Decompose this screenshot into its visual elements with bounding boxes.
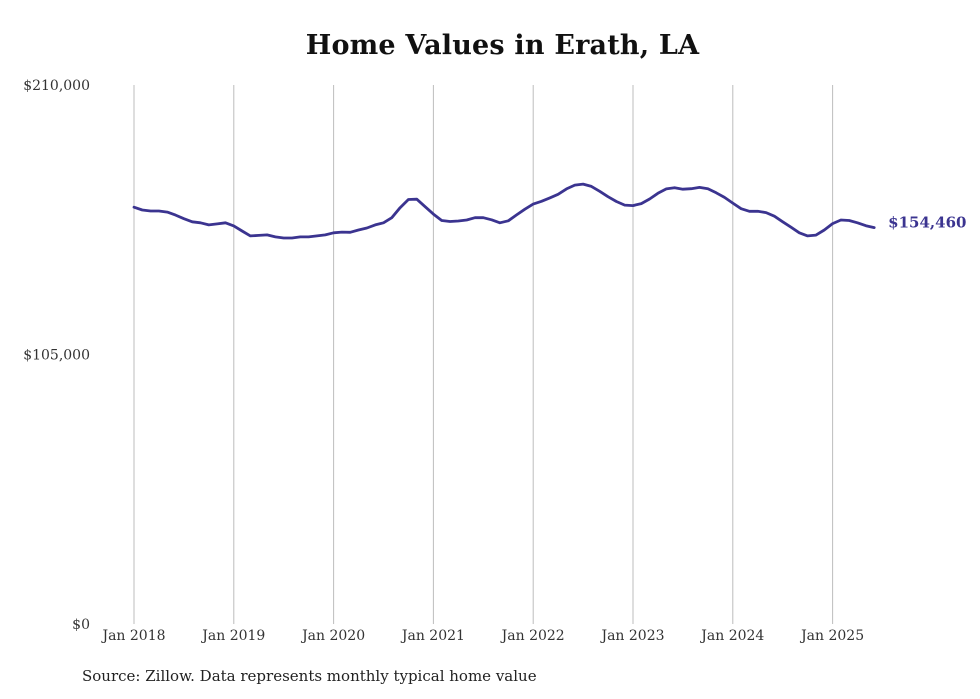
y-axis: $0 $105,000 $210,000: [23, 78, 90, 633]
y-tick-label: $105,000: [23, 348, 90, 364]
series-group: [132, 182, 876, 240]
end-value-label: $154,460: [888, 214, 966, 232]
x-tick-label: Jan 2018: [100, 628, 165, 644]
line-chart: $0$105,000$210,000 Jan 2018 Jan 2019 Jan 2…: [23, 78, 966, 644]
source-note: Source: Zillow. Data represents monthly …: [82, 667, 537, 685]
x-tick-label: Jan 2021: [400, 628, 465, 644]
y-tick-label: $0: [72, 617, 90, 633]
x-tick-label: Jan 2024: [699, 628, 764, 644]
x-tick-label: Jan 2023: [599, 628, 664, 644]
chart-title: Home Values in Erath, LA: [305, 30, 700, 61]
y-tick-label: $210,000: [23, 78, 90, 94]
x-tick-label: Jan 2020: [300, 628, 365, 644]
x-tick-label: Jan 2019: [200, 628, 265, 644]
x-tick-label: Jan 2025: [799, 628, 864, 644]
series-line: [132, 182, 876, 240]
x-tick-label: Jan 2022: [500, 628, 565, 644]
gridlines: [133, 85, 834, 624]
annotations: $154,460: [888, 214, 966, 232]
x-axis: Jan 2018 Jan 2019 Jan 2020 Jan 2021 Jan 2022…: [100, 628, 864, 644]
